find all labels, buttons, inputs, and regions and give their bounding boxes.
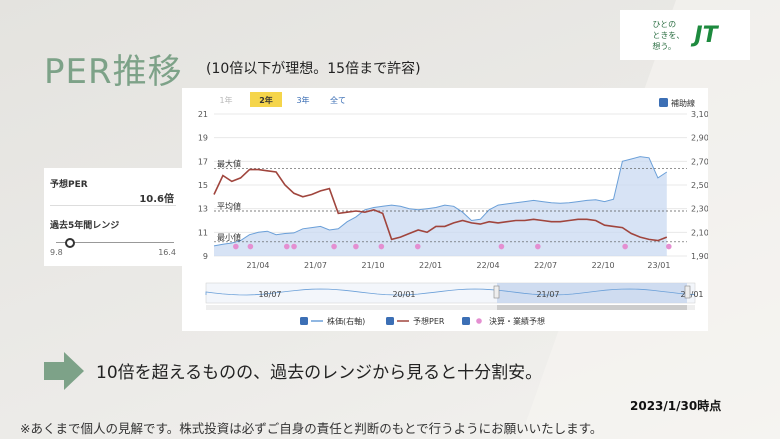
price-line bbox=[213, 156, 668, 247]
logo-line: 想う。 bbox=[652, 41, 676, 51]
x-tick: 22/10 bbox=[592, 261, 615, 270]
y-left-tick: 15 bbox=[198, 181, 208, 190]
range-marker bbox=[65, 238, 76, 248]
x-tick: 21/07 bbox=[304, 261, 327, 270]
event-marker bbox=[622, 243, 628, 250]
event-marker bbox=[233, 243, 239, 250]
per-label: 予想PER bbox=[50, 180, 88, 190]
logo-line: ときを、 bbox=[652, 30, 685, 40]
x-tick: 23/01 bbox=[647, 261, 670, 270]
navigator-tick: 20/01 bbox=[392, 290, 415, 299]
y-left-tick: 11 bbox=[198, 228, 208, 237]
navigator-tick: 23/01 bbox=[680, 290, 703, 299]
aux-line-label: 補助線 bbox=[671, 98, 695, 108]
x-tick: 22/04 bbox=[477, 261, 500, 270]
event-marker bbox=[414, 243, 421, 250]
per-chart: 1年 2年 3年 全て 補助線 9 11 13 15 17 19 21 1,900 2,100 2,300 2… bbox=[182, 88, 714, 331]
range-max: 16.4 bbox=[158, 248, 176, 257]
ref-line-label: 最大値 bbox=[217, 158, 241, 168]
y-right-tick: 3,100 bbox=[691, 110, 708, 119]
y-right-tick: 2,700 bbox=[691, 157, 708, 166]
event-marker bbox=[331, 243, 337, 250]
page-subtitle: (10倍以下が理想。15倍まで許容) bbox=[206, 61, 421, 77]
event-marker bbox=[666, 243, 672, 250]
y-left-tick: 13 bbox=[198, 205, 208, 214]
event-marker bbox=[283, 243, 290, 250]
ref-line-label: 平均値 bbox=[217, 201, 241, 211]
legend-label: 決算・業績予想 bbox=[489, 316, 545, 326]
navigator-selection bbox=[497, 283, 687, 303]
y-right-tick: 1,900 bbox=[691, 252, 708, 261]
range-track bbox=[56, 242, 174, 243]
event-marker bbox=[291, 243, 297, 250]
legend-swatch bbox=[476, 318, 482, 324]
x-tick: 22/01 bbox=[419, 261, 442, 270]
y-left-tick: 9 bbox=[203, 252, 208, 261]
navigator-handle-right[interactable] bbox=[684, 285, 691, 299]
page-title: PER推移 bbox=[44, 52, 183, 92]
tab-1[interactable]: 2年 bbox=[259, 95, 273, 105]
x-tick: 21/10 bbox=[362, 261, 385, 270]
per-line bbox=[213, 168, 668, 242]
per-summary-panel: 予想PER 10.6倍 過去5年間レンジ 9.8 16.4 bbox=[44, 168, 182, 266]
disclaimer: ※あくまで個人の見解です。株式投資は必ずご自身の責任と判断のもとで行うようにお願… bbox=[20, 421, 603, 436]
scrollbar-track bbox=[206, 305, 695, 310]
brand-logo: ひとの ときを、 想う。 JT bbox=[620, 10, 750, 60]
y-right-tick: 2,500 bbox=[691, 181, 708, 190]
range-label: 過去5年間レンジ bbox=[50, 221, 120, 231]
range-min: 9.8 bbox=[50, 248, 63, 257]
event-marker bbox=[535, 243, 541, 250]
y-left-tick: 17 bbox=[198, 157, 208, 166]
aux-line-checkbox[interactable] bbox=[659, 98, 668, 107]
legend-checkbox[interactable] bbox=[386, 317, 394, 325]
tab-0[interactable]: 1年 bbox=[219, 95, 232, 105]
ref-line-label: 最小値 bbox=[217, 232, 241, 242]
as-of-date: 2023/1/30時点 bbox=[630, 399, 722, 413]
y-right-tick: 2,900 bbox=[691, 134, 708, 143]
y-right-tick: 2,100 bbox=[691, 228, 708, 237]
navigator-tick: 21/07 bbox=[536, 290, 559, 299]
logo-line: ひとの bbox=[652, 19, 677, 29]
event-marker bbox=[378, 243, 385, 250]
event-marker bbox=[247, 243, 254, 250]
legend-checkbox[interactable] bbox=[462, 317, 470, 325]
legend-label: 予想PER bbox=[413, 316, 445, 326]
navigator-line bbox=[205, 288, 696, 296]
y-left-tick: 19 bbox=[198, 134, 208, 143]
navigator-tick: 18/07 bbox=[258, 290, 281, 299]
legend-label: 株価(右軸) bbox=[327, 316, 365, 326]
tab-2[interactable]: 3年 bbox=[296, 95, 309, 105]
legend-checkbox[interactable] bbox=[300, 317, 308, 325]
conclusion-message: 10倍を超えるものの、過去のレンジから見ると十分割安。 bbox=[96, 363, 543, 383]
scrollbar-thumb[interactable] bbox=[497, 305, 687, 310]
tab-active-bg bbox=[250, 92, 282, 107]
divider bbox=[50, 205, 176, 206]
logo-mark: JT bbox=[694, 22, 718, 48]
x-tick: 22/07 bbox=[534, 261, 557, 270]
x-tick: 21/04 bbox=[246, 261, 269, 270]
event-marker bbox=[353, 243, 359, 250]
arrow-right-icon bbox=[44, 352, 84, 394]
per-chart-svg: 1年 2年 3年 全て 補助線 9 11 13 15 17 19 21 1,900 2,100 2,300 2… bbox=[198, 92, 714, 326]
logo-tagline: ひとの ときを、 想う。 bbox=[652, 19, 684, 52]
y-right-tick: 2,300 bbox=[691, 205, 708, 214]
tab-3[interactable]: 全て bbox=[330, 95, 346, 105]
y-left-tick: 21 bbox=[198, 110, 208, 119]
navigator-handle-left[interactable] bbox=[493, 285, 500, 299]
event-marker bbox=[498, 243, 505, 250]
per-value: 10.6倍 bbox=[139, 194, 174, 205]
